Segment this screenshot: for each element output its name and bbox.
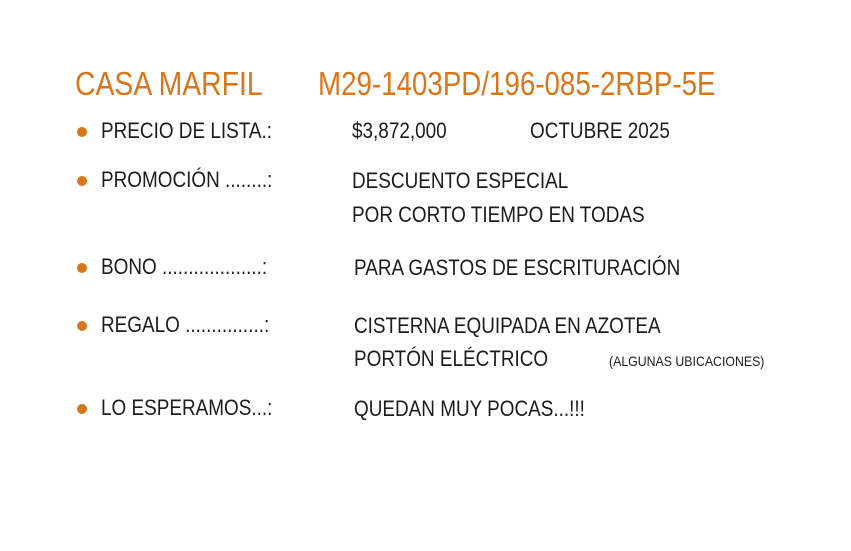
regalo-line-2: PORTÓN ELÉCTRICO — [354, 346, 549, 371]
promo-line-2: POR CORTO TIEMPO EN TODAS — [352, 202, 645, 227]
promo-label: PROMOCIÓN ........: — [101, 167, 273, 192]
property-code: M29-1403PD/196-085-2RBP-5E — [318, 65, 716, 102]
regalo-note: (ALGUNAS UBICACIONES) — [609, 353, 765, 369]
bullet-icon — [77, 263, 87, 273]
bullet-icon — [77, 321, 87, 331]
price-label: PRECIO DE LISTA.: — [101, 118, 273, 143]
bono-value: PARA GASTOS DE ESCRITURACIÓN — [354, 255, 681, 280]
promo-line-1: DESCUENTO ESPECIAL — [352, 168, 569, 193]
regalo-label: REGALO ...............: — [101, 312, 270, 337]
bullet-icon — [77, 176, 87, 186]
property-name: CASA MARFIL — [75, 65, 263, 102]
price-value: $3,872,000 — [352, 118, 447, 143]
bullet-icon — [77, 127, 87, 137]
regalo-line-1: CISTERNA EQUIPADA EN AZOTEA — [354, 313, 661, 338]
bullet-icon — [77, 404, 87, 414]
esperamos-label: LO ESPERAMOS...: — [101, 395, 273, 420]
esperamos-value: QUEDAN MUY POCAS...!!! — [354, 396, 585, 421]
bono-label: BONO ...................: — [101, 254, 268, 279]
price-date: OCTUBRE 2025 — [530, 118, 670, 143]
